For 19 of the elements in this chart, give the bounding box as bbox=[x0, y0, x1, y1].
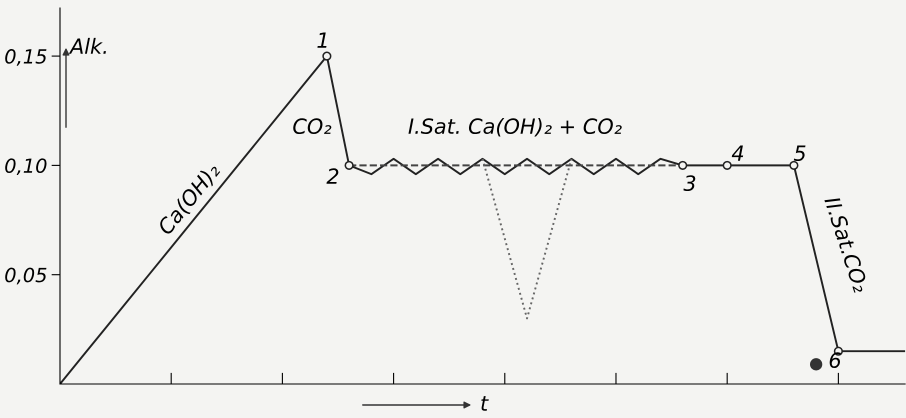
point bbox=[722, 160, 732, 170]
y-tick-label: 0,15 bbox=[5, 49, 46, 66]
y-tick-label: 0,10 bbox=[5, 158, 47, 176]
annotation: 3 bbox=[683, 175, 696, 192]
point bbox=[789, 160, 798, 170]
y-tick-label: 0,05 bbox=[5, 268, 46, 284]
point bbox=[810, 358, 822, 370]
point bbox=[322, 52, 332, 61]
annotation: I.Sat. Ca(OH)₂ + CO₂ bbox=[408, 118, 622, 136]
y-axis-title: Alk. bbox=[68, 38, 106, 54]
annotation: CO₂ bbox=[293, 118, 332, 134]
point bbox=[344, 160, 354, 170]
annotation: 6 bbox=[830, 352, 841, 368]
point bbox=[678, 160, 688, 170]
x-axis-title: t bbox=[481, 396, 489, 411]
annotation: 2 bbox=[326, 168, 338, 184]
annotation: 5 bbox=[794, 146, 806, 162]
annotation: 1 bbox=[317, 32, 326, 48]
annotation: 4 bbox=[732, 146, 744, 161]
